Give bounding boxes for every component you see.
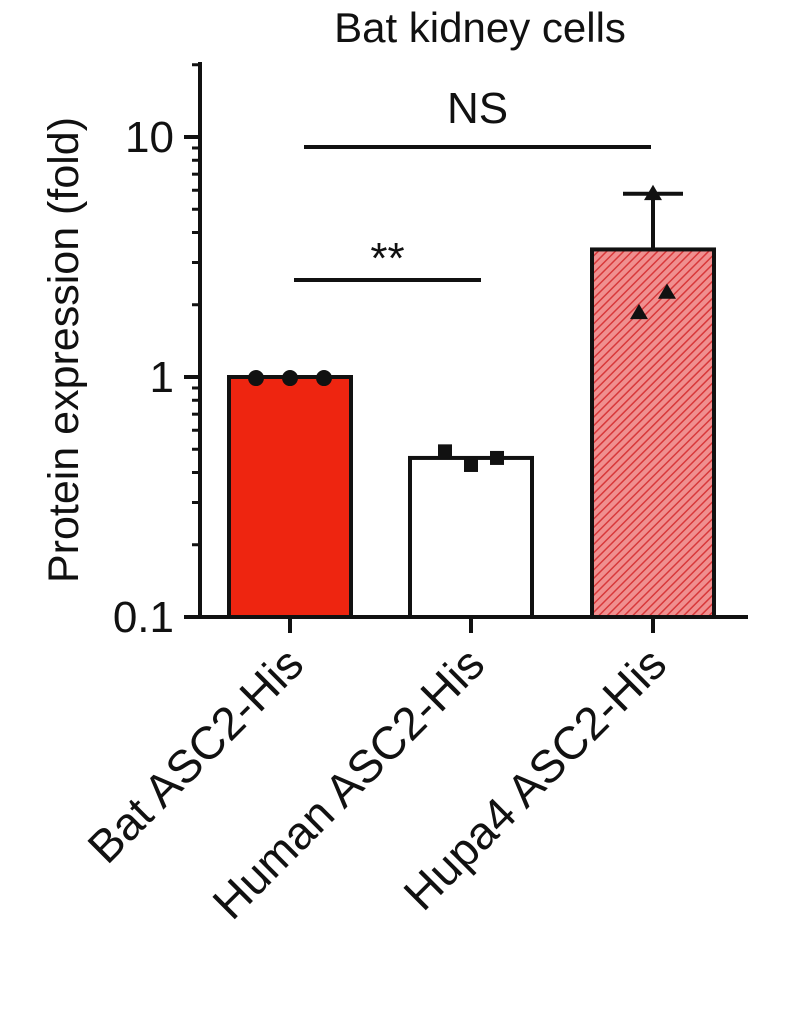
bar-1 [227,375,353,619]
significance-label-2: ** [370,234,404,283]
y-axis-ticks: 0.1 1 10 [113,63,200,642]
data-point-1-3 [316,370,332,387]
y-tick-label-2: 1 [150,353,174,402]
y-tick-label-1: 0.1 [113,593,174,642]
bar-2 [408,455,534,619]
y-tick-label-3: 10 [125,113,174,162]
y-axis-label: Protein expression (fold) [40,117,88,583]
data-point-3-2 [658,283,676,299]
bars [227,247,716,619]
data-points [248,184,676,472]
bar-3 [590,247,716,619]
data-point-1-1 [248,370,264,387]
data-point-2-3 [490,450,504,465]
significance-annotations: NS ** [294,84,651,283]
data-point-1-2 [282,370,298,387]
significance-label-1: NS [447,84,508,133]
data-point-3-3 [630,303,648,320]
data-point-2-2 [464,457,478,472]
data-point-3-1 [644,184,662,201]
data-point-2-1 [438,444,452,459]
chart-title: Bat kidney cells [334,4,626,51]
error-bars [623,191,683,250]
